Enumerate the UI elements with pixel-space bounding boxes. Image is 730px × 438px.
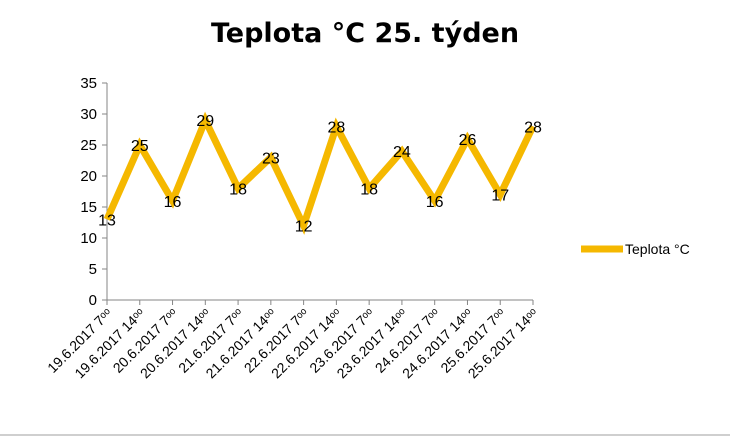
y-tick-label: 0 [89,292,97,309]
data-labels: 13 25 16 29 18 23 12 28 18 24 16 26 17 28 [98,113,542,235]
legend: Teplota °C [581,241,690,257]
data-label: 16 [426,194,444,211]
series-line [103,111,537,235]
y-tick-label: 5 [89,261,97,278]
data-label: 17 [491,188,509,205]
y-tick-label: 35 [80,75,97,92]
data-label: 26 [459,132,477,149]
data-label: 28 [327,119,345,136]
y-tick-label: 10 [80,230,97,247]
data-label: 24 [393,144,411,161]
data-label: 16 [164,194,182,211]
data-label: 18 [229,181,247,198]
data-label: 28 [524,119,542,136]
data-label: 29 [196,113,214,130]
y-tick-label: 30 [80,106,97,123]
series-line-group [103,111,537,235]
y-tick-label: 20 [80,168,97,185]
data-label: 23 [262,150,280,167]
data-label: 18 [360,181,378,198]
y-tick-label: 25 [80,137,97,154]
data-label: 25 [131,138,149,155]
y-tick-label: 15 [80,199,97,216]
legend-label: Teplota °C [625,241,690,257]
y-axis: 0 5 10 15 20 25 30 35 [80,75,108,309]
data-label: 12 [295,219,313,236]
chart-title: Teplota °C 25. týden [210,18,520,49]
bottom-divider [0,434,730,436]
data-label: 13 [98,212,116,229]
